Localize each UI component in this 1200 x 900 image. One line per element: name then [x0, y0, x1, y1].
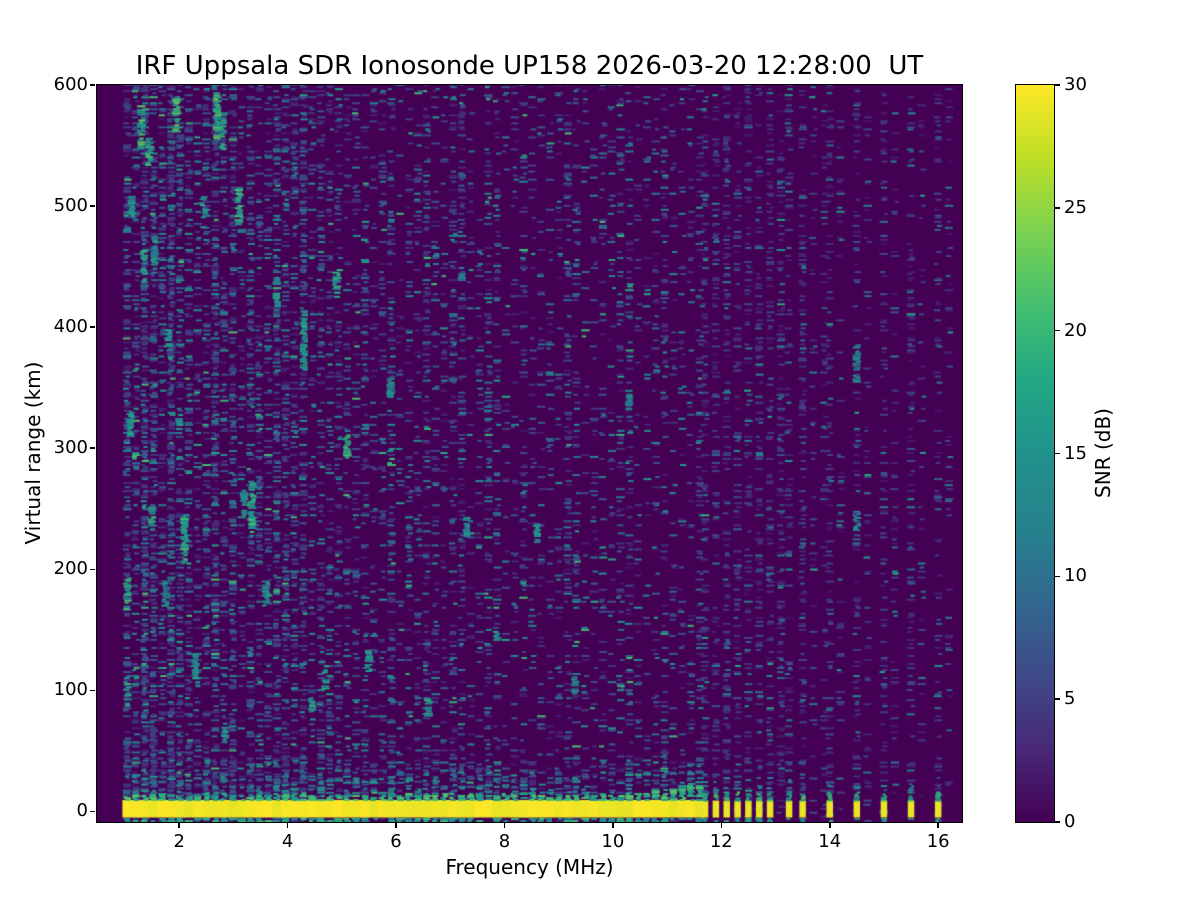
colorbar [1015, 84, 1055, 823]
colorbar-tick-label-30: 30 [1064, 74, 1087, 95]
y-tick-400 [90, 326, 95, 328]
x-axis-label: Frequency (MHz) [445, 855, 614, 879]
x-tick-12 [720, 823, 723, 828]
colorbar-tick-label-5: 5 [1064, 688, 1076, 710]
colorbar-tick-label-10: 10 [1064, 565, 1087, 587]
y-tick-label-100: 100 [53, 679, 88, 701]
x-tick-10 [612, 823, 614, 828]
x-tick-label-2: 2 [173, 831, 185, 852]
y-tick-label-400: 400 [53, 316, 88, 338]
y-tick-0 [90, 810, 95, 813]
y-tick-300 [90, 447, 95, 450]
x-tick-label-4: 4 [281, 831, 294, 852]
ionogram-heatmap-image [97, 85, 962, 822]
colorbar-tick-5 [1055, 698, 1060, 700]
x-tick-label-12: 12 [709, 831, 733, 852]
x-tick-8 [503, 823, 506, 828]
chart-title-line1: IRF Uppsala SDR Ionosonde UP158 2026-03-… [135, 51, 924, 81]
x-tick-label-6: 6 [390, 831, 402, 852]
x-tick-4 [286, 823, 289, 828]
y-tick-label-200: 200 [53, 558, 88, 580]
y-tick-500 [90, 205, 95, 207]
plot-area [96, 84, 963, 823]
colorbar-tick-15 [1055, 452, 1060, 455]
x-tick-label-10: 10 [601, 831, 625, 852]
y-tick-label-500: 500 [53, 195, 88, 217]
x-tick-label-14: 14 [818, 831, 842, 852]
x-tick-2 [178, 823, 180, 828]
colorbar-tick-30 [1055, 84, 1060, 86]
colorbar-gradient [1016, 85, 1054, 822]
y-tick-100 [90, 689, 95, 692]
x-tick-label-8: 8 [498, 831, 511, 852]
y-tick-label-600: 600 [53, 74, 88, 95]
colorbar-tick-25 [1055, 207, 1060, 209]
y-tick-200 [90, 568, 95, 571]
colorbar-tick-20 [1055, 329, 1060, 332]
x-tick-14 [828, 823, 831, 828]
y-tick-label-300: 300 [53, 437, 88, 459]
x-tick-label-16: 16 [926, 831, 950, 852]
colorbar-tick-label-15: 15 [1064, 442, 1087, 464]
y-tick-600 [90, 84, 95, 86]
x-tick-6 [395, 823, 397, 828]
colorbar-tick-label-25: 25 [1064, 196, 1087, 218]
x-tick-16 [937, 823, 939, 828]
y-tick-label-0: 0 [76, 800, 88, 822]
colorbar-tick-label-0: 0 [1064, 811, 1076, 832]
colorbar-tick-10 [1055, 575, 1060, 578]
colorbar-tick-label-20: 20 [1064, 319, 1087, 341]
colorbar-tick-0 [1055, 821, 1060, 823]
